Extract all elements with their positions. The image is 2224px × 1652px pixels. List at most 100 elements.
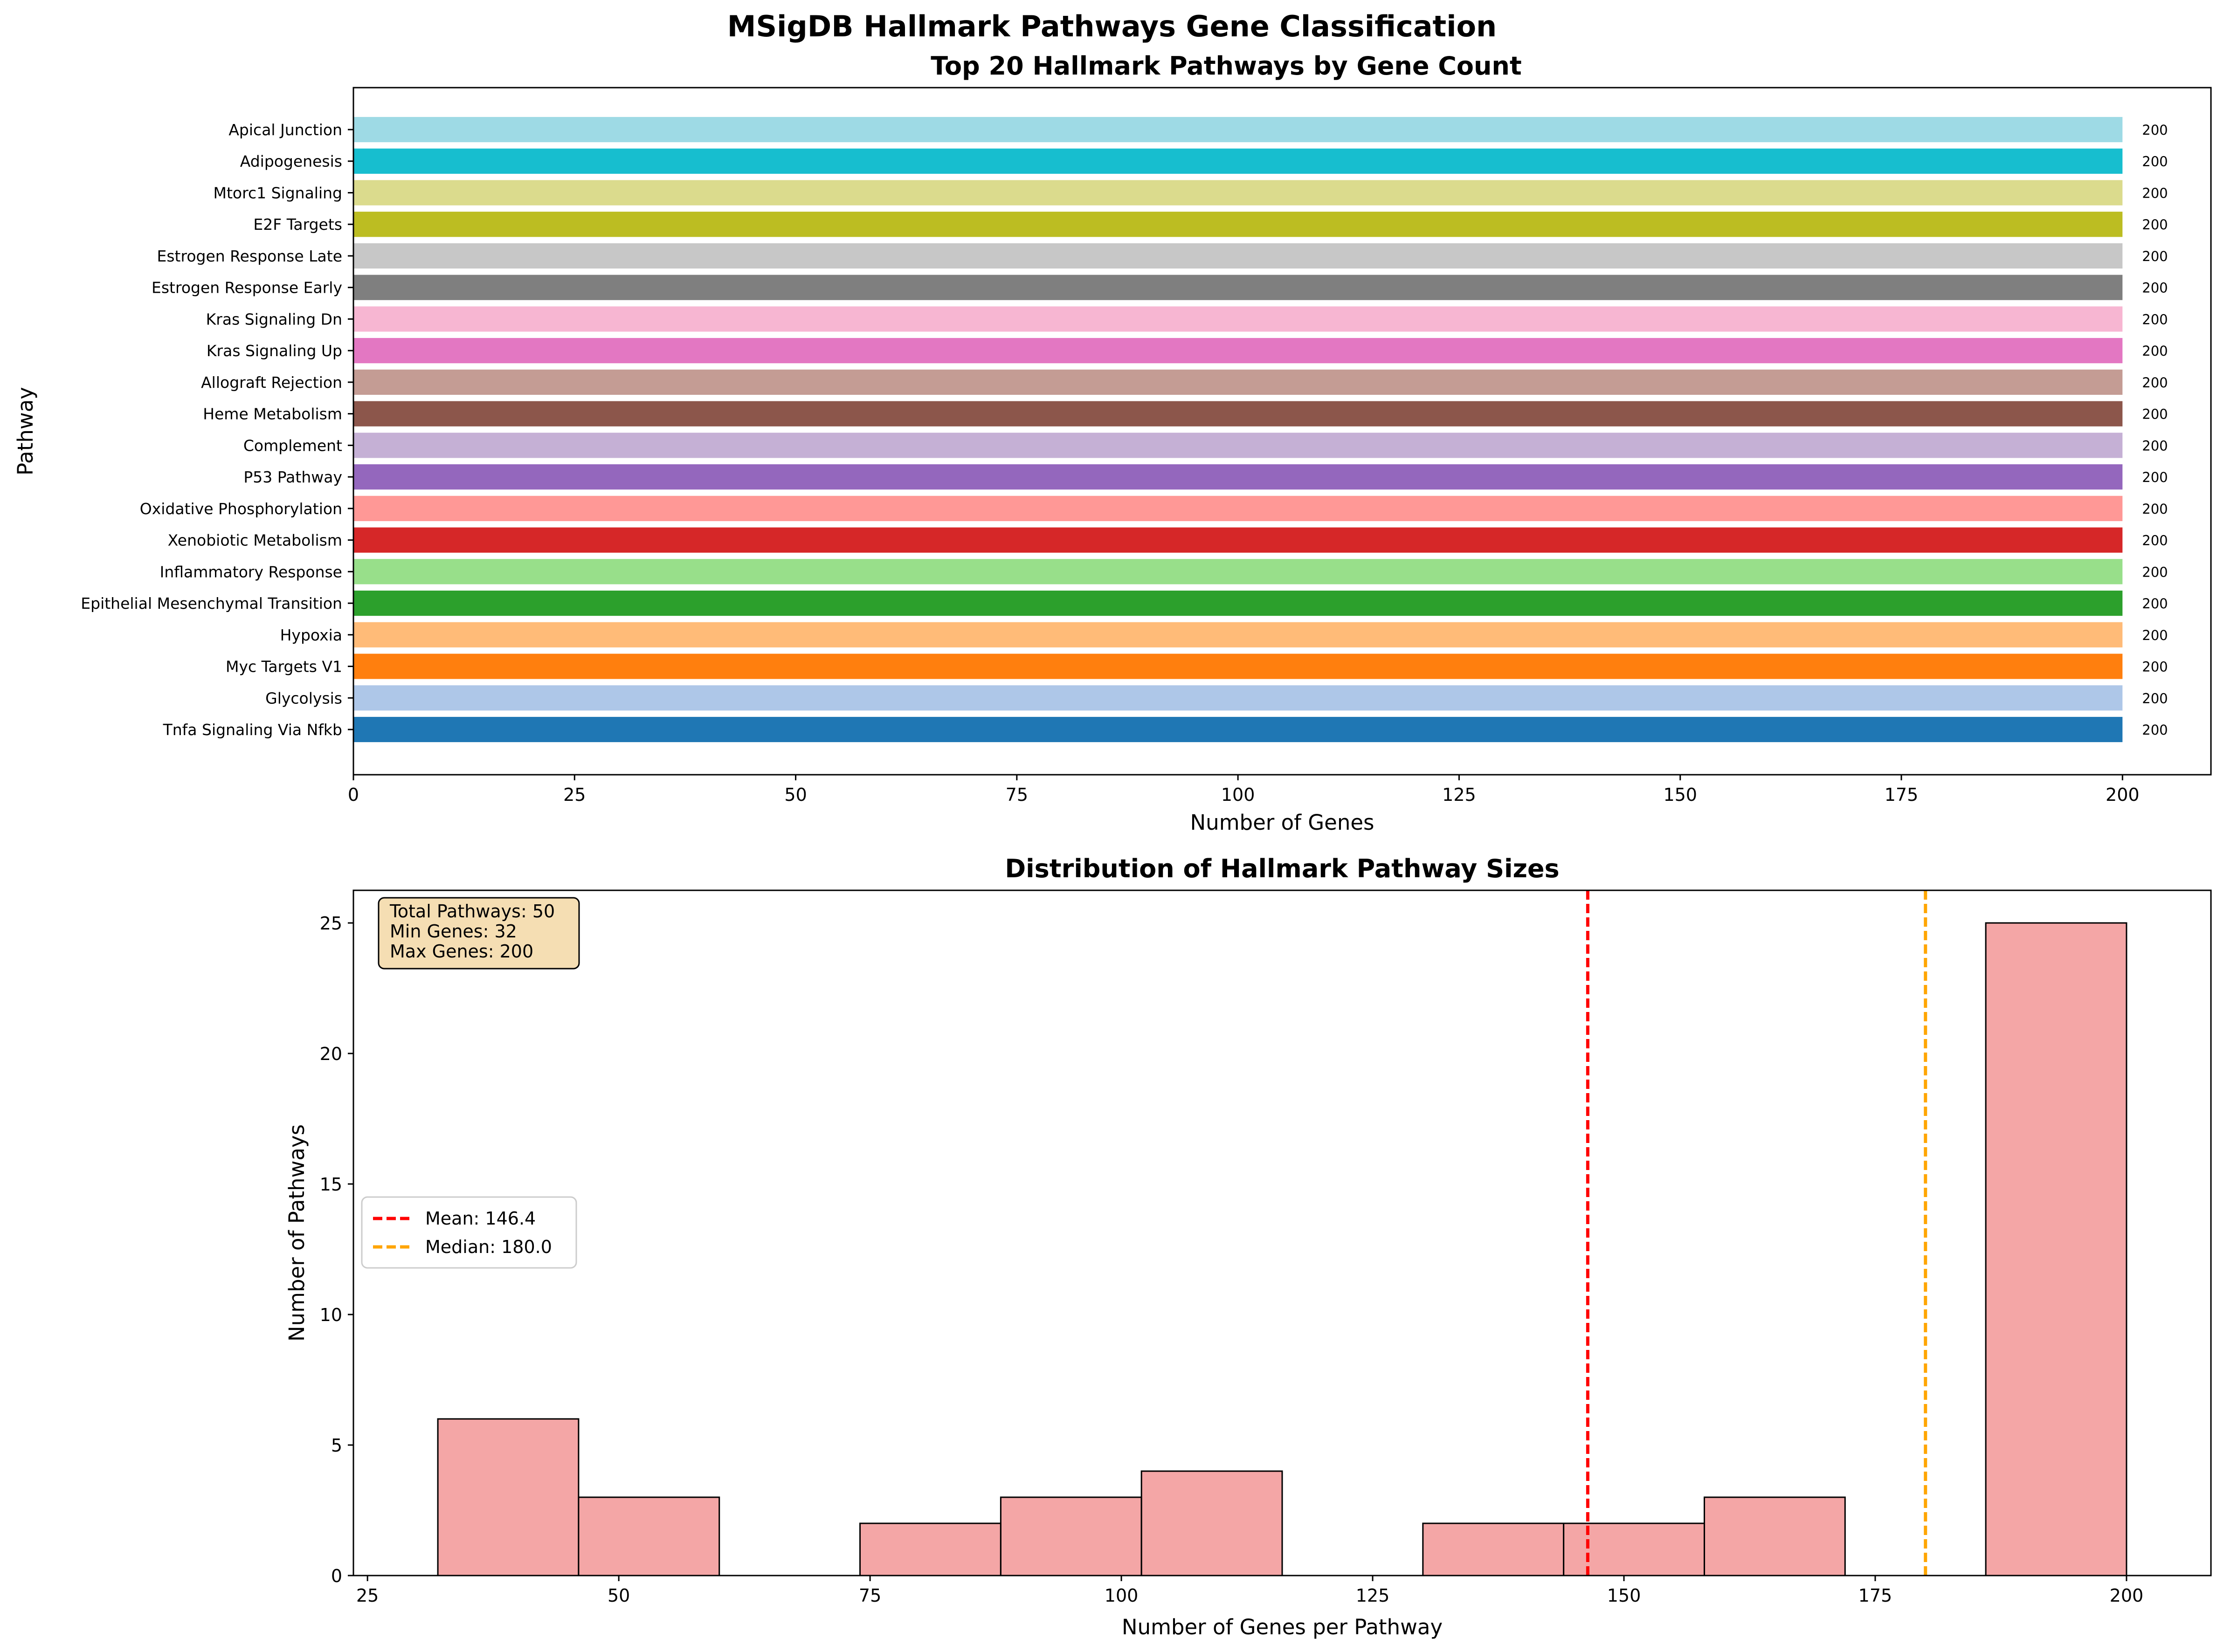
bar <box>353 148 2123 174</box>
y-tick-label: Epithelial Mesenchymal Transition <box>81 594 342 613</box>
legend-box <box>361 1196 577 1269</box>
chart2-y-label: Number of Pathways <box>284 1124 309 1342</box>
bar-value-label: 200 <box>2142 185 2168 201</box>
stats-total-pathways: Total Pathways: 50 <box>389 901 555 922</box>
bar-value-label: 200 <box>2142 122 2168 138</box>
histogram-bar <box>1140 1470 1283 1576</box>
bar-value-label: 200 <box>2142 343 2168 359</box>
stats-max-genes: Max Genes: 200 <box>390 941 533 962</box>
bar-value-label: 200 <box>2142 564 2168 580</box>
histogram-bar <box>1000 1496 1142 1576</box>
bar-value-label: 200 <box>2142 596 2168 612</box>
y-tick-label: Inflammatory Response <box>160 563 342 581</box>
y-tick-label: Apical Junction <box>228 121 342 139</box>
x-tick-label: 175 <box>1858 1585 1892 1606</box>
y-tick-label: Myc Targets V1 <box>226 658 342 676</box>
chart2-ref-lines <box>1586 890 1927 1576</box>
bar <box>353 654 2123 679</box>
y-tick-label: 25 <box>320 913 342 934</box>
legend-median-label: Median: 180.0 <box>425 1237 552 1257</box>
chart2-x-label: Number of Genes per Pathway <box>1122 1615 1443 1639</box>
y-tick-label: Heme Metabolism <box>203 405 342 423</box>
y-tick-label: E2F Targets <box>253 215 342 234</box>
bar <box>353 464 2123 490</box>
bar-value-label: 200 <box>2142 438 2168 454</box>
y-tick-label: Kras Signaling Up <box>207 342 342 360</box>
legend-mean-label: Mean: 146.4 <box>425 1208 536 1229</box>
chart1-x-ticks: 0 25 50 75 100 125 150 175 200 <box>348 775 2140 805</box>
x-tick-label: 50 <box>608 1585 630 1606</box>
bar-value-label: 200 <box>2142 690 2168 706</box>
figure-title: MSigDB Hallmark Pathways Gene Classifica… <box>727 9 1497 43</box>
y-tick-label: Allograft Rejection <box>201 373 342 392</box>
chart1-y-label: Pathway <box>13 387 38 475</box>
chart1-y-ticks: Tnfa Signaling Via Nfkb Glycolysis Myc Tar… <box>81 121 353 739</box>
bar-value-label: 200 <box>2142 248 2168 264</box>
chart2-frame <box>352 889 2212 1576</box>
bar-value-label: 200 <box>2142 533 2168 549</box>
x-tick-label: 100 <box>1105 1585 1139 1606</box>
y-tick-label: Complement <box>243 436 342 454</box>
bar-value-label: 200 <box>2142 722 2168 738</box>
y-tick-label: 20 <box>320 1044 342 1064</box>
bar-value-label: 200 <box>2142 311 2168 327</box>
chart2-title: Distribution of Hallmark Pathway Sizes <box>1005 854 1559 883</box>
y-tick-label: Oxidative Phosphorylation <box>140 500 342 518</box>
x-tick-label: 25 <box>563 785 586 805</box>
bar <box>353 117 2123 143</box>
bar <box>353 275 2123 300</box>
y-tick-label: Estrogen Response Early <box>152 279 342 297</box>
y-tick-label: Glycolysis <box>265 689 342 707</box>
bar <box>353 338 2123 364</box>
bar-value-label: 200 <box>2142 154 2168 170</box>
chart1-title: Top 20 Hallmark Pathways by Gene Count <box>931 51 1521 81</box>
bar-value-label: 200 <box>2142 280 2168 296</box>
histogram-bar <box>437 1418 580 1576</box>
histogram-bar <box>859 1522 1001 1576</box>
x-tick-label: 75 <box>1006 785 1028 805</box>
y-tick-label: Xenobiotic Metabolism <box>168 531 342 550</box>
y-tick-label: 15 <box>320 1174 342 1195</box>
chart2-x-ticks: 25 50 75 100 125 150 175 200 <box>356 1576 2143 1606</box>
y-tick-label: Mtorc1 Signaling <box>214 184 342 202</box>
bar <box>353 180 2123 206</box>
x-tick-label: 200 <box>2110 1585 2144 1606</box>
bar-value-label: 200 <box>2142 375 2168 391</box>
histogram-bar <box>1563 1522 1705 1576</box>
bar <box>353 496 2123 521</box>
stats-box: Total Pathways: 50 Min Genes: 32 Max Gen… <box>378 897 580 970</box>
stats-box-background <box>378 897 580 970</box>
x-tick-label: 175 <box>1885 785 1919 805</box>
chart2-legend: Mean: 146.4 Median: 180.0 <box>361 1196 577 1269</box>
bar <box>353 433 2123 458</box>
y-tick-label: Tnfa Signaling Via Nfkb <box>163 721 342 739</box>
y-tick-label: Adipogenesis <box>240 152 342 171</box>
chart2-bars <box>437 922 2127 1576</box>
x-tick-label: 25 <box>356 1585 379 1606</box>
top-pathways-bar-chart: Top 20 Hallmark Pathways by Gene Count 2… <box>13 51 2212 835</box>
x-tick-label: 125 <box>1442 785 1476 805</box>
x-tick-label: 150 <box>1663 785 1697 805</box>
histogram-bar <box>578 1496 720 1576</box>
bar <box>353 212 2123 237</box>
y-tick-label: 0 <box>331 1566 342 1586</box>
histogram-bar <box>1422 1522 1565 1576</box>
chart1-bars: 200 200 200 200 200 200 200 200 200 200 200 200 200 2… <box>353 117 2168 743</box>
bar <box>353 527 2123 553</box>
y-tick-label: Kras Signaling Dn <box>206 310 342 328</box>
x-tick-label: 75 <box>859 1585 881 1606</box>
histogram-bar <box>1985 922 2127 1576</box>
bar <box>353 622 2123 647</box>
bar <box>353 306 2123 332</box>
bar-value-label: 200 <box>2142 469 2168 485</box>
x-tick-label: 150 <box>1607 1585 1641 1606</box>
bar-value-label: 200 <box>2142 501 2168 517</box>
y-tick-label: Estrogen Response Late <box>157 247 343 265</box>
x-tick-label: 0 <box>348 785 359 805</box>
x-tick-label: 100 <box>1221 785 1255 805</box>
x-tick-label: 125 <box>1356 1585 1390 1606</box>
bar <box>353 685 2123 711</box>
chart1-frame <box>352 87 2212 776</box>
bar-value-label: 200 <box>2142 217 2168 233</box>
